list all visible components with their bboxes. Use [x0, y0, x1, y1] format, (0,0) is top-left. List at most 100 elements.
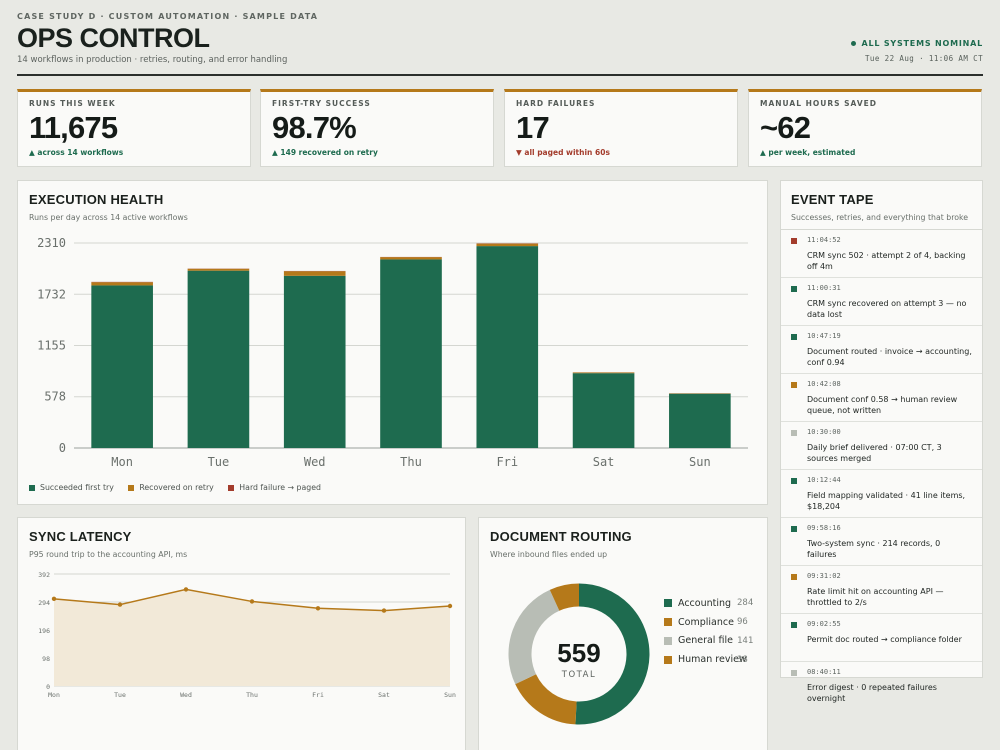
donut-slice	[549, 583, 580, 611]
y-tick-label: 578	[44, 390, 66, 404]
document-routing-panel: DOCUMENT ROUTING Where inbound files end…	[478, 517, 768, 750]
bar-segment-retry	[91, 282, 153, 286]
donut-legend-count: 284	[737, 598, 754, 609]
legend-swatch	[29, 484, 35, 491]
y-tick-label: 2310	[37, 236, 66, 250]
x-tick-label: Wed	[304, 455, 326, 469]
event-status-icon	[791, 334, 797, 340]
y-tick-label: 1155	[37, 339, 66, 353]
event-status-icon	[791, 430, 797, 436]
datetime-label: Tue 22 Aug · 11:06 AM CT	[865, 54, 983, 63]
kpi-note: ▼ all paged within 60s	[516, 148, 610, 157]
event-text: Permit doc routed → compliance folder	[807, 635, 962, 644]
kpi-card-hours-saved: MANUAL HOURS SAVED ~62 ▲ per week, estim…	[748, 89, 982, 167]
x-tick-label: Sun	[689, 455, 711, 469]
kpi-label: FIRST-TRY SUCCESS	[272, 99, 371, 108]
donut-legend-label: Accounting	[678, 597, 732, 609]
legend-label: Hard failure → paged	[239, 483, 321, 492]
event-item: 09:02:55 Permit doc routed → compliance f…	[781, 614, 982, 662]
routing-donut-chart: 559 TOTAL	[508, 583, 650, 725]
event-item: 11:00:31 CRM sync recovered on attempt 3 …	[781, 278, 982, 326]
x-tick-label: Sat	[378, 691, 390, 699]
x-tick-label: Tue	[114, 691, 126, 699]
kpi-value: 98.7%	[272, 110, 357, 145]
panel-title: SYNC LATENCY	[29, 529, 132, 544]
event-status-icon	[791, 526, 797, 532]
bar-segment-retry	[476, 243, 539, 247]
bar-segment-success	[187, 270, 250, 448]
donut-legend-label: General file	[678, 635, 733, 647]
donut-legend-item: General file 141	[664, 632, 753, 651]
event-time: 10:12:44	[807, 476, 841, 484]
kpi-card-first-try: FIRST-TRY SUCCESS 98.7% ▲ 149 recovered …	[260, 89, 494, 167]
event-text: Two-system sync · 214 records, 0 failure…	[807, 539, 941, 559]
legend-item: Succeeded first try	[29, 483, 114, 492]
event-text: Rate limit hit on accounting API — throt…	[807, 587, 944, 607]
event-text: Document routed · invoice → accounting, …	[807, 347, 972, 367]
kpi-value: 17	[516, 110, 550, 145]
kpi-note: ▲ 149 recovered on retry	[272, 148, 378, 157]
chart-legend: Succeeded first try Recovered on retry H…	[29, 483, 333, 493]
panel-subtitle: Successes, retries, and everything that …	[791, 213, 969, 222]
bar-segment-success	[572, 373, 635, 448]
legend-swatch	[664, 599, 672, 608]
y-tick-label: 98	[42, 655, 50, 663]
page-title: OPS CONTROL	[17, 23, 210, 53]
event-text: Document conf 0.58 → human review queue,…	[807, 395, 958, 415]
x-tick-label: Mon	[111, 455, 133, 469]
panel-title: EVENT TAPE	[791, 192, 874, 207]
event-item: 09:58:16 Two-system sync · 214 records, 0…	[781, 518, 982, 566]
legend-swatch	[664, 655, 672, 664]
kpi-label: MANUAL HOURS SAVED	[760, 99, 877, 108]
event-text: Field mapping validated · 41 line items,…	[807, 491, 966, 511]
y-tick-label: 294	[38, 599, 50, 607]
kpi-card-runs: RUNS THIS WEEK 11,675 ▲ across 14 workfl…	[17, 89, 251, 167]
event-status-icon	[791, 286, 797, 292]
latency-point	[117, 602, 123, 607]
x-tick-label: Fri	[496, 455, 518, 469]
event-time: 09:02:55	[807, 620, 841, 628]
event-item: 08:40:11 Error digest · 0 repeated failur…	[781, 662, 982, 710]
panel-subtitle: Where inbound files ended up	[490, 550, 608, 559]
kpi-label: RUNS THIS WEEK	[29, 99, 116, 108]
event-text: CRM sync recovered on attempt 3 — no dat…	[807, 299, 967, 319]
status-dot-icon	[851, 41, 857, 46]
latency-point	[447, 603, 453, 609]
event-status-icon	[791, 478, 797, 484]
latency-point	[315, 606, 321, 611]
event-text: Daily brief delivered · 07:00 CT, 3 sour…	[807, 443, 942, 463]
event-status-icon	[791, 670, 797, 676]
event-tape-header: EVENT TAPE Successes, retries, and every…	[781, 181, 982, 230]
event-status-icon	[791, 574, 797, 580]
kpi-value: 11,675	[29, 110, 118, 145]
latency-point	[183, 587, 189, 592]
page-subtitle: 14 workflows in production · retries, ro…	[17, 55, 288, 65]
legend-swatch	[664, 636, 672, 645]
bar-segment-success	[283, 275, 346, 448]
kpi-value: ~62	[760, 110, 811, 145]
event-item: 11:04:52 CRM sync 502 · attempt 2 of 4, b…	[781, 230, 982, 278]
bar-segment-retry	[572, 372, 635, 374]
legend-label: Recovered on retry	[139, 483, 214, 492]
donut-legend-item: Human review 38	[664, 650, 748, 669]
sync-latency-panel: SYNC LATENCY P95 round trip to the accou…	[17, 517, 466, 750]
legend-swatch	[128, 484, 135, 491]
kpi-note: ▲ across 14 workflows	[29, 148, 124, 157]
donut-legend-label: Compliance	[678, 616, 734, 628]
panel-title: DOCUMENT ROUTING	[490, 529, 632, 544]
y-tick-label: 0	[46, 683, 50, 691]
status-text: ALL SYSTEMS NOMINAL	[861, 39, 983, 48]
donut-slice	[508, 589, 560, 685]
donut-legend-count: 141	[737, 635, 754, 646]
eyebrow-label: CASE STUDY D · CUSTOM AUTOMATION · SAMPL…	[17, 12, 319, 21]
event-time: 10:42:08	[807, 380, 841, 388]
x-tick-label: Sat	[593, 455, 615, 469]
latency-point	[381, 608, 387, 613]
bar-segment-retry	[380, 257, 442, 260]
legend-item: Hard failure → paged	[228, 483, 321, 492]
system-status: ALL SYSTEMS NOMINAL	[851, 39, 983, 48]
legend-label: Succeeded first try	[40, 483, 114, 492]
bar-segment-success	[91, 285, 153, 448]
kpi-note: ▲ per week, estimated	[760, 148, 856, 157]
bar-segment-success	[476, 246, 539, 448]
